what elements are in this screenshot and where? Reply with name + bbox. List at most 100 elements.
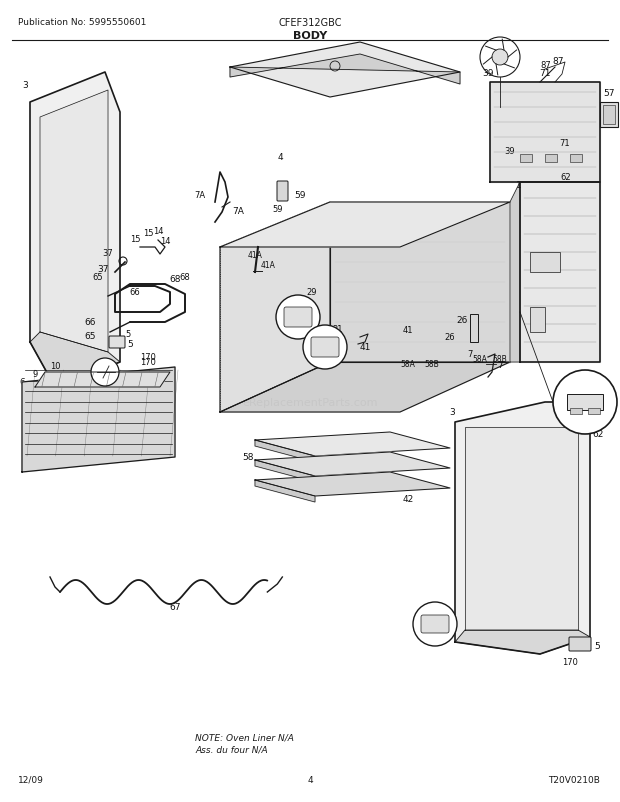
Text: 15: 15 (143, 229, 153, 237)
Circle shape (276, 296, 320, 339)
Polygon shape (255, 432, 450, 456)
Text: 12/09: 12/09 (18, 775, 44, 784)
Polygon shape (255, 472, 450, 496)
Text: 26: 26 (456, 316, 467, 325)
Text: 5A: 5A (89, 368, 100, 377)
Text: 41: 41 (360, 343, 371, 352)
Polygon shape (220, 363, 510, 412)
Text: 5: 5 (125, 330, 131, 339)
Text: 29: 29 (307, 288, 317, 297)
FancyBboxPatch shape (545, 155, 557, 163)
FancyBboxPatch shape (569, 638, 591, 651)
Text: Publication No: 5995550601: Publication No: 5995550601 (18, 18, 146, 27)
FancyBboxPatch shape (421, 615, 449, 634)
Polygon shape (455, 630, 590, 654)
Text: eReplacementParts.com: eReplacementParts.com (242, 398, 378, 407)
Polygon shape (490, 83, 600, 183)
Text: 37: 37 (97, 265, 108, 274)
Polygon shape (30, 73, 120, 387)
Text: 15: 15 (130, 235, 140, 244)
Text: 57: 57 (603, 88, 615, 97)
Circle shape (553, 371, 617, 435)
Text: BODY: BODY (293, 31, 327, 41)
Text: 14: 14 (153, 226, 163, 235)
Text: 29: 29 (293, 326, 303, 335)
Text: 71: 71 (560, 138, 570, 148)
Text: 21: 21 (333, 325, 343, 334)
Text: 5: 5 (594, 642, 600, 650)
Polygon shape (220, 203, 330, 412)
Text: 5: 5 (127, 340, 133, 349)
FancyBboxPatch shape (109, 337, 125, 349)
Text: 3: 3 (449, 408, 455, 417)
Text: 8: 8 (402, 443, 408, 452)
Text: 1: 1 (516, 180, 522, 189)
Text: 62: 62 (592, 430, 604, 439)
Text: 58A: 58A (472, 355, 487, 364)
Circle shape (303, 326, 347, 370)
Text: 65: 65 (92, 273, 104, 282)
Text: 58B: 58B (425, 360, 440, 369)
Text: CFEF312GBC: CFEF312GBC (278, 18, 342, 28)
FancyBboxPatch shape (530, 253, 560, 273)
FancyBboxPatch shape (277, 182, 288, 202)
FancyBboxPatch shape (570, 408, 582, 415)
Text: NOTE: Oven Liner N/A: NOTE: Oven Liner N/A (195, 733, 294, 742)
FancyBboxPatch shape (603, 106, 615, 125)
Text: 68: 68 (169, 274, 181, 283)
Text: 170: 170 (140, 353, 156, 362)
Text: 67: 67 (169, 603, 181, 612)
Text: 7: 7 (497, 361, 503, 370)
Text: 65: 65 (84, 332, 95, 341)
Text: 58B: 58B (493, 355, 507, 364)
Polygon shape (230, 43, 460, 98)
Polygon shape (255, 452, 450, 476)
Circle shape (492, 50, 508, 66)
Circle shape (413, 602, 457, 646)
FancyBboxPatch shape (284, 308, 312, 327)
Text: 4: 4 (277, 153, 283, 162)
FancyBboxPatch shape (570, 155, 582, 163)
Polygon shape (465, 427, 578, 630)
Text: 37: 37 (103, 248, 113, 257)
Polygon shape (330, 203, 510, 363)
Text: 71: 71 (539, 68, 551, 78)
Text: 4: 4 (292, 79, 298, 87)
Circle shape (91, 358, 119, 387)
Text: 58A: 58A (401, 360, 415, 369)
Polygon shape (510, 183, 520, 363)
Polygon shape (255, 460, 315, 482)
Text: T20V0210B: T20V0210B (548, 775, 600, 784)
Text: 42: 42 (402, 495, 414, 504)
Polygon shape (35, 373, 170, 387)
Polygon shape (255, 480, 315, 502)
Polygon shape (230, 55, 460, 85)
Text: 7: 7 (467, 350, 472, 359)
Text: 68: 68 (180, 273, 190, 282)
Polygon shape (520, 183, 600, 363)
Text: 66: 66 (130, 288, 140, 297)
Text: 9: 9 (32, 370, 38, 379)
Text: 5A: 5A (87, 380, 97, 389)
Polygon shape (220, 203, 510, 248)
Text: 58: 58 (242, 453, 254, 462)
Text: 14: 14 (160, 237, 171, 245)
Text: 1: 1 (513, 310, 519, 319)
Text: 41: 41 (403, 326, 414, 335)
Text: 21: 21 (320, 358, 330, 367)
FancyBboxPatch shape (600, 103, 618, 128)
Text: 59: 59 (294, 190, 306, 199)
Polygon shape (22, 367, 175, 472)
FancyBboxPatch shape (530, 308, 545, 333)
Text: 87: 87 (541, 60, 551, 70)
Text: 170: 170 (140, 358, 156, 367)
Text: 6: 6 (19, 378, 25, 387)
Text: 39: 39 (505, 146, 515, 156)
Text: 87: 87 (552, 56, 564, 66)
Text: 5A: 5A (430, 638, 440, 646)
Text: Ass. du four N/A: Ass. du four N/A (195, 745, 268, 754)
Text: 7A: 7A (232, 206, 244, 215)
FancyBboxPatch shape (311, 338, 339, 358)
Text: 4: 4 (307, 775, 313, 784)
Polygon shape (30, 333, 120, 387)
